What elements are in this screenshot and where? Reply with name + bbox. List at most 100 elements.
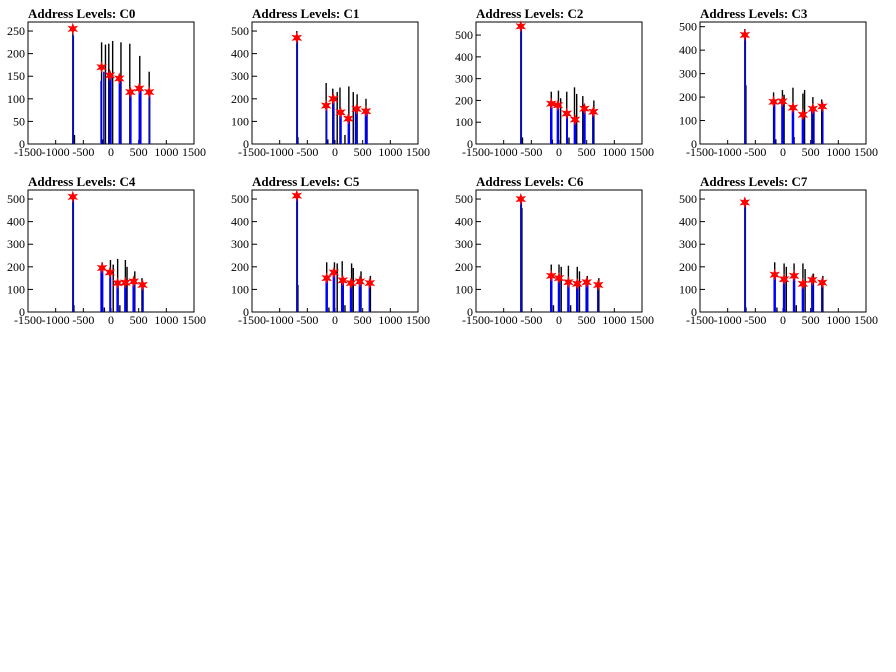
peak-star-icon xyxy=(579,102,590,115)
y-tick-label: 300 xyxy=(7,237,25,251)
y-tick-label: 100 xyxy=(679,114,697,128)
y-tick-label: 400 xyxy=(455,215,473,229)
peak-star-icon xyxy=(545,97,557,110)
y-tick-label: 100 xyxy=(7,92,25,106)
peak-star-icon xyxy=(133,82,145,95)
y-tick-label: 500 xyxy=(231,24,249,38)
chart-panel-5: Address Levels: C50100200300400500-1500-… xyxy=(231,174,430,327)
x-tick-label: 500 xyxy=(578,145,596,159)
x-tick-label: -500 xyxy=(72,145,94,159)
x-tick-label: 1000 xyxy=(602,145,626,159)
peak-star-icon xyxy=(351,102,362,116)
x-tick-label: -500 xyxy=(296,313,318,327)
x-tick-label: -1500 xyxy=(238,145,266,159)
chart-title: Address Levels: C7 xyxy=(700,174,808,189)
y-tick-label: 500 xyxy=(231,192,249,206)
chart-title: Address Levels: C6 xyxy=(476,174,584,189)
y-tick-label: 0 xyxy=(691,305,697,319)
peak-star-icon xyxy=(816,100,828,113)
y-tick-label: 0 xyxy=(19,137,25,151)
chart-title: Address Levels: C2 xyxy=(476,6,583,21)
y-tick-label: 250 xyxy=(7,24,25,38)
y-tick-label: 400 xyxy=(231,215,249,229)
peak-star-icon xyxy=(128,275,140,288)
peak-star-icon xyxy=(587,105,599,118)
x-tick-label: 1000 xyxy=(154,145,178,159)
chart-panel-7: Address Levels: C70100200300400500-1500-… xyxy=(679,174,878,327)
y-tick-label: 100 xyxy=(7,282,25,296)
y-tick-label: 0 xyxy=(467,137,473,151)
peak-star-icon xyxy=(797,277,809,290)
y-tick-label: 500 xyxy=(679,192,697,206)
x-tick-label: -500 xyxy=(520,313,542,327)
peak-star-icon xyxy=(816,276,828,289)
x-tick-label: -1000 xyxy=(714,145,742,159)
chart-panel-3: Address Levels: C30100200300400500-1500-… xyxy=(679,6,878,159)
x-tick-label: 0 xyxy=(556,145,562,159)
y-tick-label: 300 xyxy=(679,237,697,251)
peak-star-icon xyxy=(552,99,564,112)
x-tick-label: 1500 xyxy=(854,313,878,327)
peak-star-icon xyxy=(569,113,581,126)
y-tick-label: 200 xyxy=(679,90,697,104)
y-tick-label: 400 xyxy=(679,43,697,57)
x-tick-label: -1000 xyxy=(714,313,742,327)
peak-star-icon xyxy=(345,276,357,290)
x-tick-label: -1000 xyxy=(490,145,518,159)
y-tick-label: 0 xyxy=(19,305,25,319)
peak-star-icon xyxy=(571,277,583,290)
peak-star-icon xyxy=(777,95,788,108)
peak-star-icon xyxy=(320,99,332,112)
x-tick-label: 0 xyxy=(108,313,114,327)
peak-star-icon xyxy=(787,101,799,114)
peak-star-icon xyxy=(553,271,565,285)
x-tick-label: 1500 xyxy=(630,313,654,327)
y-tick-label: 400 xyxy=(455,50,473,64)
x-tick-label: 500 xyxy=(578,313,596,327)
x-tick-label: -1000 xyxy=(42,145,70,159)
x-tick-label: 1000 xyxy=(826,145,850,159)
peak-star-icon xyxy=(769,268,781,281)
chart-panel-1: Address Levels: C10100200300400500-1500-… xyxy=(231,6,430,159)
y-tick-label: 300 xyxy=(679,67,697,81)
x-tick-label: -1500 xyxy=(462,313,490,327)
x-tick-label: -1500 xyxy=(686,313,714,327)
x-tick-label: -1000 xyxy=(266,313,294,327)
chart-title: Address Levels: C0 xyxy=(28,6,135,21)
y-tick-label: 200 xyxy=(455,93,473,107)
x-tick-label: -1000 xyxy=(490,313,518,327)
y-tick-label: 100 xyxy=(231,114,249,128)
x-tick-label: 0 xyxy=(780,313,786,327)
peak-star-icon xyxy=(67,190,79,203)
y-tick-label: 0 xyxy=(691,137,697,151)
y-tick-label: 100 xyxy=(455,282,473,296)
y-tick-label: 400 xyxy=(7,215,25,229)
peak-star-icon xyxy=(120,276,131,289)
chart-title: Address Levels: C3 xyxy=(700,6,808,21)
peak-star-icon xyxy=(545,269,557,282)
y-tick-label: 500 xyxy=(455,192,473,206)
x-tick-label: -1500 xyxy=(686,145,714,159)
peak-star-icon xyxy=(104,266,116,279)
x-tick-label: 500 xyxy=(802,313,820,327)
peak-star-icon xyxy=(797,108,809,121)
chart-title: Address Levels: C5 xyxy=(252,174,360,189)
x-tick-label: 1000 xyxy=(378,313,402,327)
x-tick-label: 500 xyxy=(802,145,820,159)
chart-panel-2: Address Levels: C20100200300400500-1500-… xyxy=(455,6,654,159)
x-tick-label: 1000 xyxy=(602,313,626,327)
x-tick-label: 0 xyxy=(332,313,338,327)
x-tick-label: -500 xyxy=(296,145,318,159)
peak-star-icon xyxy=(354,275,366,288)
y-tick-label: 50 xyxy=(13,114,25,128)
x-tick-label: -500 xyxy=(744,145,766,159)
peak-star-icon xyxy=(807,102,819,115)
y-tick-label: 200 xyxy=(679,260,697,274)
x-tick-label: -1500 xyxy=(462,145,490,159)
peak-star-icon xyxy=(360,105,372,118)
peak-star-icon xyxy=(291,189,303,202)
y-tick-label: 300 xyxy=(455,237,473,251)
peak-star-icon xyxy=(739,28,751,42)
x-tick-label: 1500 xyxy=(182,145,206,159)
x-tick-label: -1500 xyxy=(14,313,42,327)
